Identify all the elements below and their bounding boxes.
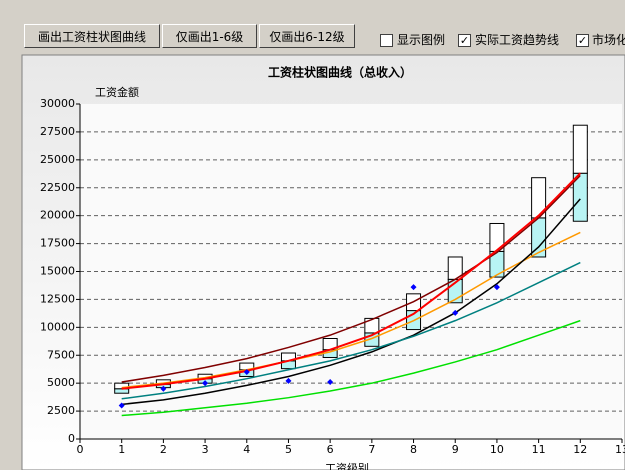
checkbox[interactable] — [380, 34, 393, 47]
checkbox[interactable]: ✓ — [576, 34, 589, 47]
y-tick-label: 10000 — [40, 320, 75, 333]
x-tick-label: 6 — [327, 443, 334, 456]
data-point — [327, 379, 334, 386]
y-tick-label: 22500 — [40, 181, 75, 194]
x-tick-label: 3 — [202, 443, 209, 456]
box-upper — [572, 124, 588, 174]
x-axis-label: 工资级别 — [325, 462, 369, 470]
y-tick-label: 15000 — [40, 265, 75, 278]
data-point — [452, 309, 459, 316]
y-tick-label: 7500 — [47, 348, 75, 361]
y-tick-label: 20000 — [40, 209, 75, 222]
x-tick-label: 0 — [77, 443, 84, 456]
y-tick-label: 5000 — [47, 376, 75, 389]
checkbox-label: 显示图例 — [397, 33, 446, 47]
box-lower — [114, 388, 130, 394]
x-tick-label: 2 — [160, 443, 167, 456]
data-point — [243, 369, 250, 375]
y-tick-label: 17500 — [40, 237, 75, 250]
data-point — [118, 402, 125, 409]
trend-line — [121, 231, 581, 389]
y-axis-label: 工资金额 — [95, 85, 139, 99]
checkbox-label: 市场化 — [592, 33, 625, 47]
y-tick-label: 12500 — [40, 292, 75, 305]
y-tick-label: 0 — [68, 432, 75, 445]
y-tick-label: 30000 — [40, 97, 75, 110]
y-tick-label: 27500 — [40, 125, 75, 138]
box-upper — [364, 317, 380, 334]
data-point — [160, 385, 167, 392]
x-tick-label: 5 — [285, 443, 292, 456]
x-tick-label: 4 — [243, 443, 250, 456]
x-tick-label: 7 — [368, 443, 375, 456]
data-point — [493, 284, 500, 291]
button[interactable]: 仅画出6-12级 — [259, 24, 355, 48]
trend-line — [121, 174, 581, 383]
button[interactable]: 画出工资柱状图曲线 — [24, 24, 160, 48]
y-tick-label: 25000 — [40, 153, 75, 166]
data-point — [202, 380, 209, 387]
x-tick-label: 12 — [573, 443, 587, 456]
y-tick-label: 2500 — [47, 404, 75, 417]
chart-title: 工资柱状图曲线（总收入） — [268, 65, 412, 80]
data-point — [285, 377, 292, 384]
data-point — [410, 284, 417, 291]
x-tick-label: 9 — [452, 443, 459, 456]
x-tick-label: 13 — [615, 443, 625, 456]
trend-line — [121, 261, 581, 400]
trend-line — [121, 198, 581, 406]
x-tick-label: 8 — [410, 443, 417, 456]
trend-line — [121, 172, 582, 390]
button[interactable]: 仅画出1-6级 — [162, 24, 257, 48]
checkbox-label: 实际工资趋势线 — [475, 33, 560, 47]
x-tick-label: 10 — [490, 443, 504, 456]
x-tick-label: 11 — [532, 443, 546, 456]
trend-line — [121, 319, 581, 417]
x-tick-label: 1 — [118, 443, 125, 456]
checkbox[interactable]: ✓ — [458, 34, 471, 47]
